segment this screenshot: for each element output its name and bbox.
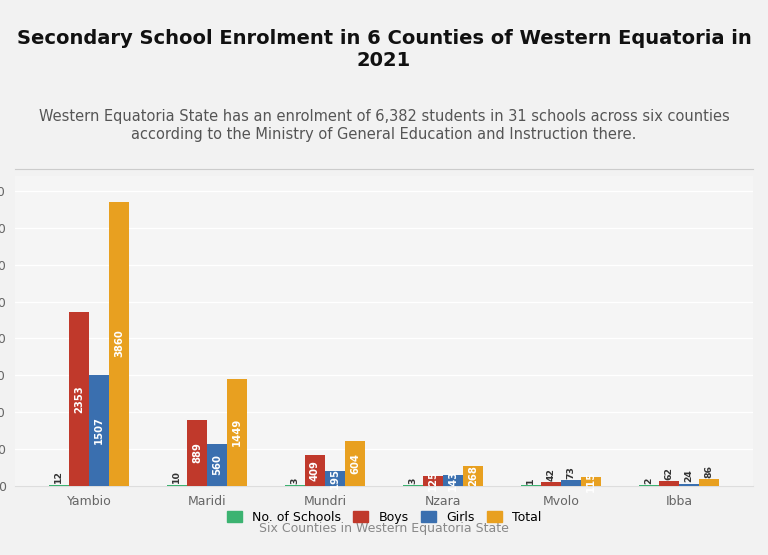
X-axis label: Six Counties in Western Equatoria State: Six Counties in Western Equatoria State — [259, 522, 509, 535]
Bar — [109, 201, 129, 486]
Bar — [305, 456, 325, 486]
Text: 42: 42 — [547, 468, 555, 481]
Text: 195: 195 — [330, 468, 340, 489]
Bar — [49, 485, 69, 486]
Bar — [679, 484, 699, 486]
Bar — [167, 485, 187, 486]
Text: 604: 604 — [350, 453, 360, 474]
Bar — [423, 476, 443, 486]
Text: 115: 115 — [586, 471, 596, 492]
Bar — [325, 471, 345, 486]
Bar — [227, 379, 247, 486]
Text: 3: 3 — [409, 478, 418, 484]
Text: 268: 268 — [468, 465, 478, 486]
Legend: No. of Schools, Boys, Girls, Total: No. of Schools, Boys, Girls, Total — [227, 511, 541, 524]
Text: 10: 10 — [172, 471, 181, 483]
Text: 12: 12 — [55, 471, 64, 483]
Bar — [89, 375, 109, 486]
Text: 2353: 2353 — [74, 385, 84, 413]
Text: 889: 889 — [192, 442, 202, 463]
Text: 1449: 1449 — [232, 418, 242, 446]
Bar — [541, 482, 561, 486]
Text: Secondary School Enrolment in 6 Counties of Western Equatoria in
2021: Secondary School Enrolment in 6 Counties… — [17, 29, 751, 70]
Text: 409: 409 — [310, 460, 320, 481]
Text: Western Equatoria State has an enrolment of 6,382 students in 31 schools across : Western Equatoria State has an enrolment… — [38, 109, 730, 142]
Text: 125: 125 — [428, 471, 438, 491]
Bar — [581, 477, 601, 486]
Bar — [345, 441, 365, 486]
Bar — [659, 481, 679, 486]
Text: 2: 2 — [644, 478, 654, 484]
Bar — [561, 480, 581, 486]
Bar — [207, 445, 227, 486]
Bar — [443, 475, 463, 486]
Text: 73: 73 — [567, 466, 575, 479]
Text: 62: 62 — [664, 467, 674, 480]
Text: 1507: 1507 — [94, 416, 104, 444]
Text: 560: 560 — [212, 455, 222, 475]
Bar — [69, 312, 89, 486]
Text: 143: 143 — [448, 470, 458, 491]
Bar — [463, 466, 483, 486]
Text: 3: 3 — [290, 478, 300, 484]
Bar — [187, 420, 207, 486]
Text: 1: 1 — [526, 478, 535, 484]
Text: 3860: 3860 — [114, 330, 124, 357]
Text: 24: 24 — [684, 470, 694, 482]
Bar — [699, 479, 719, 486]
Text: 86: 86 — [704, 465, 713, 478]
